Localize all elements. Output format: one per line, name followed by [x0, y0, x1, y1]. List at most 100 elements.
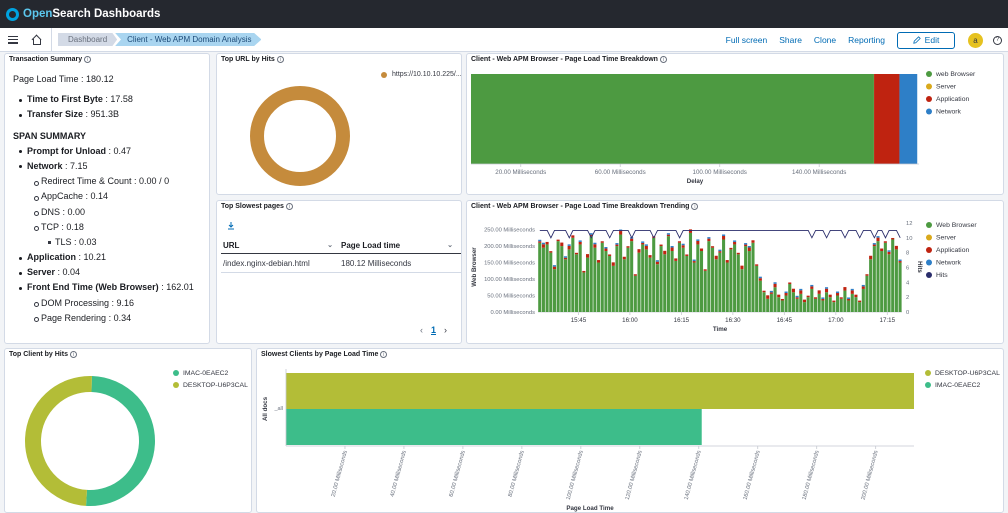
legend-dot[interactable]: [925, 370, 931, 376]
trend-bar-application[interactable]: [729, 247, 733, 250]
menu-icon[interactable]: [8, 35, 18, 44]
trend-bar-application[interactable]: [641, 242, 645, 245]
trend-bar-web-browser[interactable]: [655, 264, 659, 312]
bar-segment-network[interactable]: [899, 74, 918, 164]
trend-bar-network[interactable]: [563, 256, 568, 258]
trend-bar-web-browser[interactable]: [571, 237, 575, 312]
info-icon[interactable]: i: [84, 56, 92, 63]
trend-bar-application[interactable]: [810, 286, 814, 289]
trend-bar-application[interactable]: [582, 270, 586, 273]
trend-bar-web-browser[interactable]: [773, 287, 777, 312]
donut-slice-url[interactable]: [250, 86, 350, 186]
trend-bar-application[interactable]: [578, 241, 582, 245]
trend-bar-application[interactable]: [589, 234, 593, 237]
trend-bar-network[interactable]: [641, 241, 645, 243]
trend-bar-application[interactable]: [854, 294, 858, 298]
trend-bar-web-browser[interactable]: [608, 255, 612, 312]
trend-bar-application[interactable]: [604, 248, 608, 252]
trend-bar-application[interactable]: [630, 238, 634, 242]
trend-bar-web-browser[interactable]: [795, 298, 799, 312]
trend-bar-application[interactable]: [876, 237, 880, 242]
trend-bar-web-browser[interactable]: [630, 241, 634, 312]
trend-bar-network[interactable]: [898, 259, 902, 262]
legend-label[interactable]: IMAC-0EAEC2: [183, 370, 229, 377]
trend-bar-web-browser[interactable]: [736, 254, 740, 312]
trend-bar-web-browser[interactable]: [821, 300, 825, 312]
legend-label[interactable]: IMAC-0EAEC2: [935, 382, 981, 389]
trend-bar-web-browser[interactable]: [648, 257, 652, 312]
trend-bar-application[interactable]: [593, 244, 597, 248]
trend-bar-application[interactable]: [898, 261, 902, 263]
trend-bar-network[interactable]: [604, 247, 608, 249]
trend-bar-application[interactable]: [681, 245, 685, 248]
trend-bar-web-browser[interactable]: [538, 242, 542, 312]
trend-bar-application[interactable]: [817, 290, 821, 294]
trend-bar-web-browser[interactable]: [556, 241, 560, 312]
trend-bar-web-browser[interactable]: [541, 247, 545, 312]
trend-bar-web-browser[interactable]: [762, 292, 766, 312]
trend-bar-web-browser[interactable]: [836, 295, 840, 312]
trend-bar-application[interactable]: [725, 260, 729, 263]
trend-bar-network[interactable]: [670, 246, 674, 248]
trend-bar-web-browser[interactable]: [666, 236, 670, 312]
legend-dot[interactable]: [926, 96, 932, 102]
trend-bar-application[interactable]: [685, 254, 689, 256]
chevron-down-icon[interactable]: ⌄: [447, 241, 453, 249]
trend-bar-network[interactable]: [707, 237, 711, 239]
trend-bar-web-browser[interactable]: [545, 244, 549, 312]
trend-bar-application[interactable]: [538, 241, 542, 243]
trend-bar-web-browser[interactable]: [674, 260, 678, 312]
legend-dot[interactable]: [926, 83, 932, 90]
trend-bar-web-browser[interactable]: [843, 290, 847, 312]
legend-label[interactable]: Network: [936, 260, 962, 267]
trend-bar-application[interactable]: [791, 288, 795, 293]
trend-bar-network[interactable]: [799, 288, 803, 291]
trend-bar-network[interactable]: [850, 288, 854, 291]
trend-bar-network[interactable]: [887, 250, 891, 252]
trend-bar-application[interactable]: [858, 300, 862, 303]
trend-bar-web-browser[interactable]: [777, 297, 781, 312]
trend-bar-application[interactable]: [549, 251, 553, 253]
trend-bar-web-browser[interactable]: [729, 249, 733, 312]
trend-bar-application[interactable]: [648, 255, 652, 258]
trend-bar-application[interactable]: [758, 278, 762, 281]
trend-bar-network[interactable]: [589, 233, 593, 235]
trend-bar-application[interactable]: [847, 298, 851, 301]
trend-bar-application[interactable]: [567, 245, 571, 250]
trend-bar-web-browser[interactable]: [847, 300, 851, 312]
trend-bar-application[interactable]: [880, 248, 884, 252]
trend-bar-web-browser[interactable]: [894, 249, 898, 312]
trend-bar-application[interactable]: [843, 287, 847, 291]
trend-bar-application[interactable]: [644, 245, 648, 250]
trend-bar-web-browser[interactable]: [725, 262, 729, 312]
trend-bar-web-browser[interactable]: [817, 293, 821, 312]
next-page-icon[interactable]: ›: [444, 325, 448, 335]
legend-label[interactable]: web Browser: [935, 71, 976, 78]
trend-bar-application[interactable]: [600, 241, 604, 243]
trend-bar-application[interactable]: [799, 290, 803, 294]
trend-bar-network[interactable]: [861, 284, 865, 287]
trend-bar-network[interactable]: [681, 243, 685, 246]
trend-bar-application[interactable]: [718, 251, 722, 253]
trend-bar-web-browser[interactable]: [861, 288, 865, 312]
trend-bar-network[interactable]: [733, 240, 737, 242]
reporting-link[interactable]: Reporting: [848, 35, 885, 45]
legend-dot[interactable]: [926, 108, 932, 115]
trend-bar-application[interactable]: [692, 261, 696, 263]
trend-bar-application[interactable]: [861, 286, 865, 289]
trend-bar-web-browser[interactable]: [872, 246, 876, 312]
trend-bar-application[interactable]: [733, 241, 737, 245]
trend-bar-network[interactable]: [847, 297, 851, 299]
trend-bar-web-browser[interactable]: [619, 234, 623, 312]
trend-bar-web-browser[interactable]: [839, 298, 843, 312]
trend-bar-application[interactable]: [707, 238, 711, 242]
trend-bar-application[interactable]: [755, 264, 759, 266]
trend-bar-web-browser[interactable]: [633, 275, 637, 312]
legend-label[interactable]: DESKTOP-U6P3CAL: [183, 382, 248, 389]
trend-bar-application[interactable]: [891, 237, 895, 240]
trend-bar-application[interactable]: [839, 297, 843, 299]
trend-bar-web-browser[interactable]: [593, 247, 597, 312]
trend-bar-application[interactable]: [824, 288, 829, 293]
trend-bar-network[interactable]: [552, 265, 556, 267]
trend-bar-network[interactable]: [821, 297, 825, 299]
